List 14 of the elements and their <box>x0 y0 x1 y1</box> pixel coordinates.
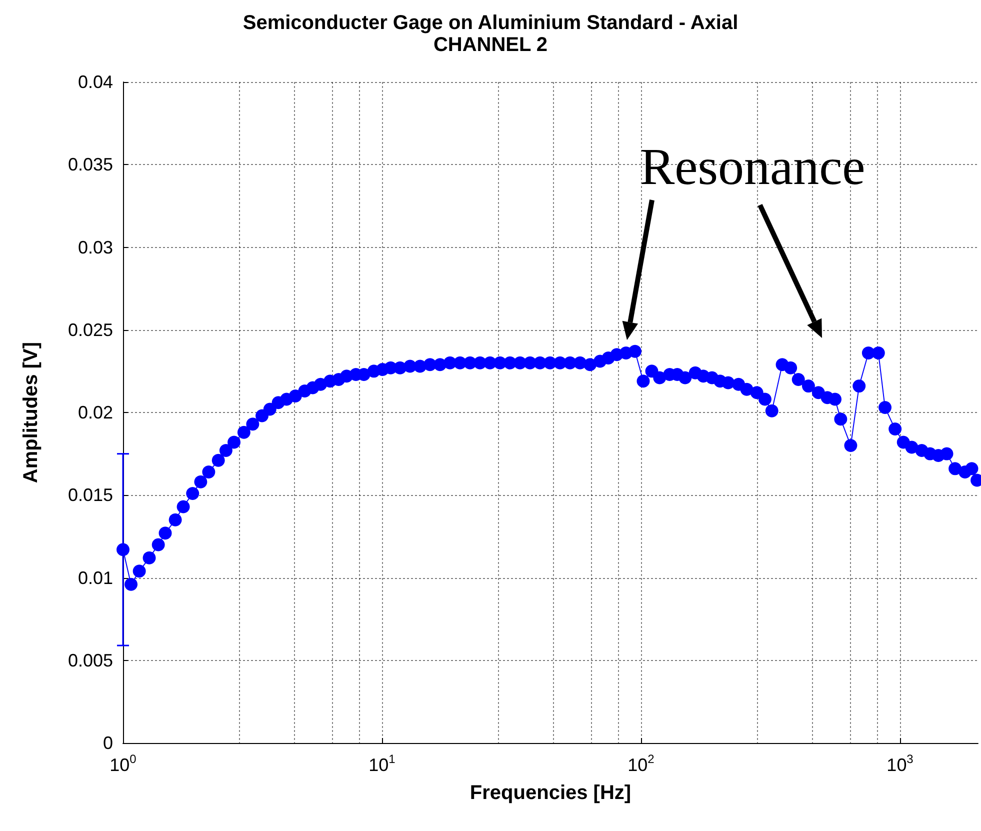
y-tick-label: 0.015 <box>68 485 113 506</box>
chart-subtitle: CHANNEL 2 <box>433 34 548 56</box>
y-tick-label: 0.04 <box>78 72 113 92</box>
y-tick-label: 0.01 <box>78 568 113 588</box>
y-tick-label: 0.02 <box>78 402 113 422</box>
y-tick-label: 0.025 <box>68 320 113 340</box>
y-tick-label: 0.035 <box>68 154 113 175</box>
y-tick-label: 0.03 <box>78 237 113 258</box>
x-axis-title: Frequencies [Hz] <box>470 782 632 804</box>
y-axis-title: Amplitudes [V] <box>20 342 42 484</box>
y-tick-label: 0.005 <box>68 650 113 670</box>
chart-title: Semiconducter Gage on Aluminium Standard - Axial <box>242 12 738 34</box>
y-tick-label: 0 <box>102 733 113 753</box>
annotation: Resonance <box>640 138 866 198</box>
